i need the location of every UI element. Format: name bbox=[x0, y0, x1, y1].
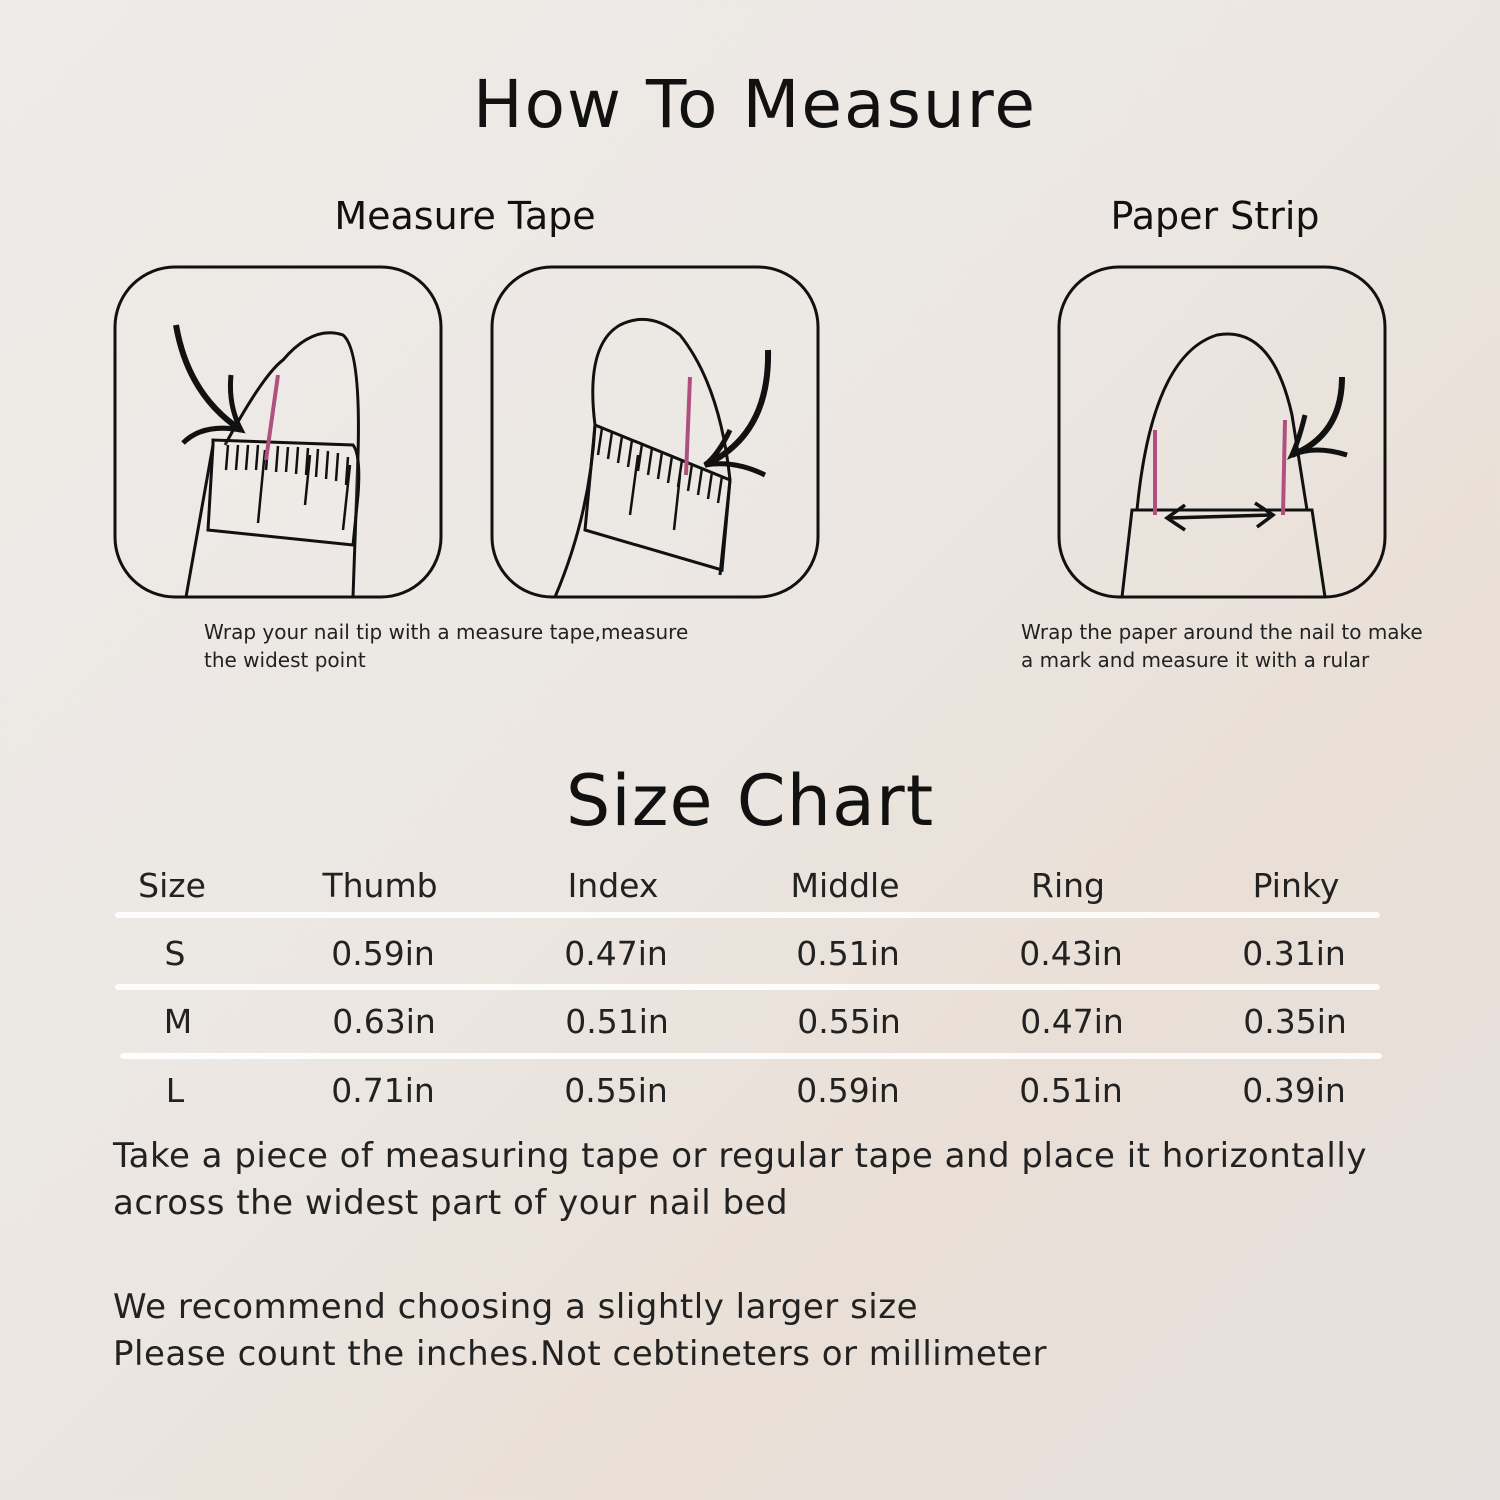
size-chart-title: Size Chart bbox=[565, 760, 935, 842]
table-cell: 0.59in bbox=[331, 934, 435, 973]
column-header-thumb: Thumb bbox=[322, 866, 438, 905]
note-line: across the widest part of your nail bed bbox=[113, 1183, 789, 1223]
row-separator bbox=[115, 912, 1380, 918]
page-title: How To Measure bbox=[473, 66, 1037, 143]
note-line: We recommend choosing a slightly larger … bbox=[113, 1287, 918, 1327]
size-label-s: S bbox=[164, 934, 186, 973]
measure-tape-caption: Wrap your nail tip with a measure tape,m… bbox=[204, 618, 688, 674]
table-cell: 0.47in bbox=[564, 934, 668, 973]
caption-line: the widest point bbox=[204, 648, 366, 672]
measure-tape-illustration-front bbox=[490, 265, 820, 599]
column-header-middle: Middle bbox=[790, 866, 900, 905]
caption-line: a mark and measure it with a rular bbox=[1021, 648, 1370, 672]
table-cell: 0.51in bbox=[796, 934, 900, 973]
size-label-m: M bbox=[163, 1002, 193, 1041]
table-cell: 0.39in bbox=[1242, 1071, 1346, 1110]
column-header-pinky: Pinky bbox=[1252, 866, 1340, 905]
row-separator bbox=[115, 984, 1380, 990]
recommendation-note: We recommend choosing a slightly larger … bbox=[113, 1284, 1047, 1378]
table-cell: 0.59in bbox=[796, 1071, 900, 1110]
paper-strip-illustration bbox=[1057, 265, 1387, 599]
column-header-index: Index bbox=[567, 866, 659, 905]
table-cell: 0.51in bbox=[1019, 1071, 1123, 1110]
measure-tape-title: Measure Tape bbox=[334, 194, 596, 238]
note-line: Please count the inches.Not cebtineters … bbox=[113, 1334, 1047, 1374]
table-cell: 0.35in bbox=[1243, 1002, 1347, 1041]
table-cell: 0.55in bbox=[797, 1002, 901, 1041]
table-cell: 0.51in bbox=[565, 1002, 669, 1041]
table-cell: 0.71in bbox=[331, 1071, 435, 1110]
table-cell: 0.55in bbox=[564, 1071, 668, 1110]
table-cell: 0.63in bbox=[332, 1002, 436, 1041]
table-cell: 0.31in bbox=[1242, 934, 1346, 973]
caption-line: Wrap your nail tip with a measure tape,m… bbox=[204, 620, 689, 644]
paper-strip-title: Paper Strip bbox=[1110, 194, 1320, 238]
size-label-l: L bbox=[165, 1071, 185, 1110]
caption-line: Wrap the paper around the nail to make bbox=[1021, 620, 1423, 644]
table-cell: 0.47in bbox=[1020, 1002, 1124, 1041]
row-separator bbox=[120, 1053, 1382, 1059]
column-header-size: Size bbox=[138, 866, 206, 905]
measure-tape-illustration-side bbox=[113, 265, 443, 599]
note-line: Take a piece of measuring tape or regula… bbox=[113, 1136, 1367, 1176]
column-header-ring: Ring bbox=[1031, 866, 1105, 905]
paper-strip-caption: Wrap the paper around the nail to make a… bbox=[1021, 618, 1423, 674]
instruction-note: Take a piece of measuring tape or regula… bbox=[113, 1133, 1367, 1227]
table-cell: 0.43in bbox=[1019, 934, 1123, 973]
